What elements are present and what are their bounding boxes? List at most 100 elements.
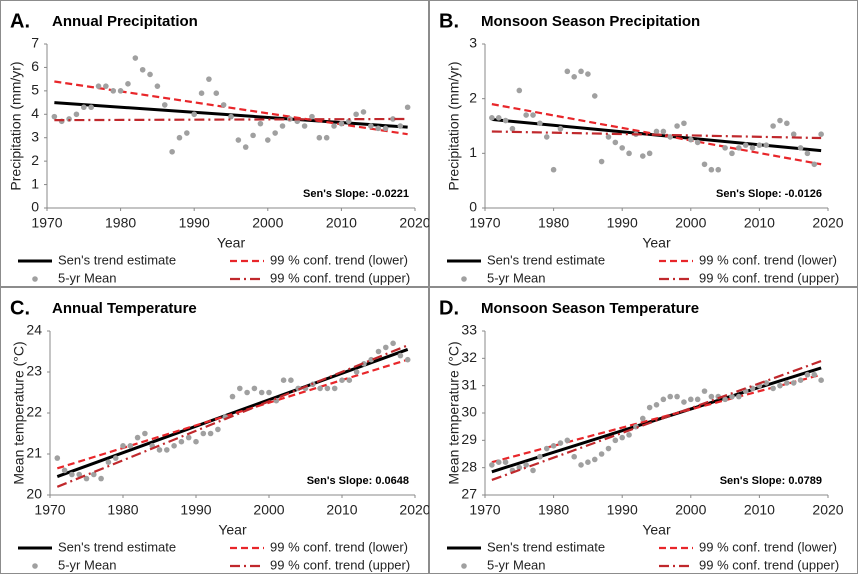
data-point	[543, 445, 550, 452]
chart-title: Annual Temperature	[52, 300, 197, 317]
x-axis-title: Year	[217, 235, 246, 251]
data-point	[176, 134, 183, 141]
data-point	[207, 430, 214, 437]
data-point	[626, 150, 632, 157]
data-point	[571, 74, 577, 80]
data-point	[54, 455, 61, 461]
legend-label: 99 % conf. trend (lower)	[270, 539, 408, 554]
data-point	[646, 150, 653, 157]
data-point	[139, 66, 146, 73]
data-point	[220, 102, 227, 108]
data-point	[537, 453, 543, 460]
data-point	[301, 123, 308, 129]
y-tick-label: 2	[31, 152, 39, 168]
data-point	[564, 68, 571, 75]
data-point	[229, 393, 236, 400]
data-point	[309, 113, 315, 120]
data-point	[742, 142, 749, 148]
x-tick-label: 1980	[105, 215, 136, 231]
data-point	[681, 399, 687, 405]
x-tick-label: 1970	[31, 215, 62, 231]
data-point	[235, 137, 242, 143]
data-point	[69, 471, 75, 478]
data-point	[112, 455, 119, 461]
data-point	[213, 90, 220, 96]
data-point	[404, 104, 411, 111]
x-axis-title: Year	[642, 235, 671, 251]
legend-label: Sen's trend estimate	[487, 539, 605, 554]
data-point	[770, 385, 776, 392]
data-point	[164, 447, 170, 453]
legend-label: 99 % conf. trend (lower)	[699, 252, 837, 267]
y-axis-title: Mean temperature (°C)	[446, 341, 462, 484]
y-tick-label: 3	[469, 35, 477, 51]
data-point	[83, 475, 90, 482]
data-point	[550, 166, 557, 173]
data-point	[324, 385, 331, 392]
x-tick-label: 1990	[180, 502, 211, 518]
trend-line	[56, 344, 409, 488]
data-point	[598, 158, 605, 165]
data-point	[818, 377, 824, 383]
data-point	[605, 445, 612, 452]
data-point	[585, 459, 591, 465]
data-point	[280, 377, 287, 383]
data-point	[258, 389, 265, 396]
chart-title: Monsoon Season Precipitation	[481, 13, 700, 30]
data-point	[797, 145, 804, 151]
data-point	[237, 385, 243, 392]
data-point	[76, 471, 82, 478]
data-point	[257, 120, 264, 127]
data-point	[626, 432, 632, 438]
data-point	[708, 393, 715, 400]
data-point	[404, 356, 411, 363]
y-tick-label: 23	[26, 363, 42, 379]
panel-label: B.	[439, 10, 459, 32]
data-point	[701, 161, 708, 168]
x-tick-label: 2020	[812, 215, 843, 231]
panel: D. Monsoon Season Temperature 27 28 29 30 31 32…	[429, 287, 858, 574]
data-point	[688, 136, 694, 143]
data-point	[383, 344, 389, 351]
data-point	[619, 145, 625, 151]
data-point	[674, 393, 680, 400]
x-tick-label: 2000	[253, 502, 284, 518]
trend-line	[491, 360, 822, 482]
data-point	[73, 111, 80, 118]
legend-label: Sen's trend estimate	[58, 252, 176, 267]
data-point	[537, 120, 543, 127]
data-point	[667, 393, 674, 400]
data-point	[495, 459, 502, 465]
x-tick-label: 1970	[469, 215, 500, 231]
trend-line	[56, 358, 409, 470]
x-tick-label: 1970	[34, 502, 65, 518]
data-point	[251, 385, 258, 392]
trend-line	[491, 130, 822, 140]
data-point	[523, 462, 529, 468]
data-point	[228, 113, 234, 120]
legend-label: 5-yr Mean	[487, 557, 546, 572]
panel-border	[0, 287, 429, 574]
data-point	[543, 134, 550, 140]
legend-label: 5-yr Mean	[58, 270, 117, 285]
data-point	[591, 456, 598, 463]
data-point	[242, 144, 249, 150]
data-point	[578, 462, 584, 468]
data-point	[375, 348, 382, 355]
x-tick-label: 1990	[179, 215, 210, 231]
data-point	[674, 123, 680, 129]
data-point	[200, 430, 207, 437]
y-tick-label: 2	[469, 89, 477, 105]
panel: B. Monsoon Season Precipitation 0 1 2 3 1970 19…	[429, 0, 858, 287]
data-point	[784, 380, 790, 386]
data-point	[110, 88, 117, 94]
y-tick-label: 28	[461, 458, 477, 474]
data-point	[763, 142, 770, 148]
x-tick-label: 2010	[744, 215, 775, 231]
legend-label: 99 % conf. trend (upper)	[270, 557, 410, 572]
data-point	[509, 125, 516, 132]
data-point	[154, 83, 161, 89]
data-point	[639, 415, 646, 422]
data-point	[266, 389, 272, 396]
